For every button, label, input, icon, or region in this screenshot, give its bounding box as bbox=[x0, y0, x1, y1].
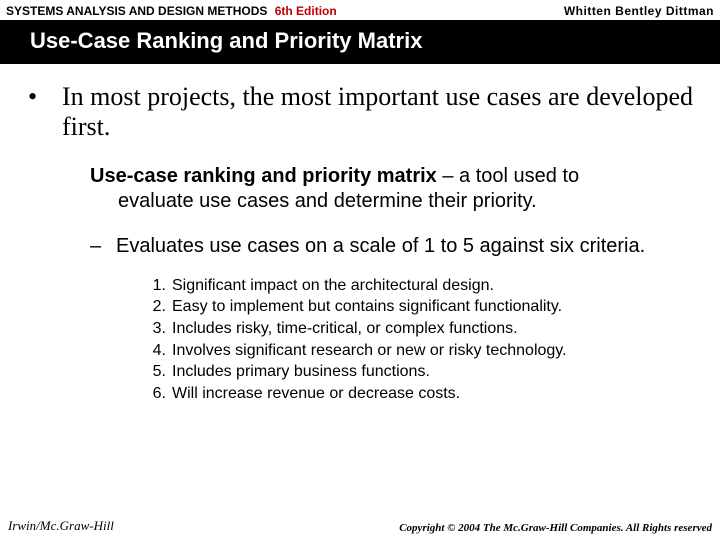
list-item: 3.Includes risky, time-critical, or comp… bbox=[148, 318, 698, 340]
list-number: 1. bbox=[148, 275, 172, 297]
definition-text-line2: evaluate use cases and determine their p… bbox=[118, 189, 698, 214]
list-number: 3. bbox=[148, 318, 172, 340]
slide: SYSTEMS ANALYSIS AND DESIGN METHODS 6th … bbox=[0, 0, 720, 540]
sub-bullet: – Evaluates use cases on a scale of 1 to… bbox=[90, 234, 698, 259]
authors: Whitten Bentley Dittman bbox=[564, 4, 714, 18]
list-text: Includes risky, time-critical, or comple… bbox=[172, 318, 698, 340]
definition-term: Use-case ranking and priority matrix bbox=[90, 165, 437, 187]
sub-bullet-text: Evaluates use cases on a scale of 1 to 5… bbox=[116, 234, 698, 259]
definition-text-line1: a tool used to bbox=[459, 165, 579, 187]
list-text: Involves significant research or new or … bbox=[172, 340, 698, 362]
list-text: Includes primary business functions. bbox=[172, 361, 698, 383]
definition-block: Use-case ranking and priority matrix – a… bbox=[90, 164, 698, 214]
list-item: 2.Easy to implement but contains signifi… bbox=[148, 296, 698, 318]
slide-title: Use-Case Ranking and Priority Matrix bbox=[0, 20, 720, 64]
content-area: • In most projects, the most important u… bbox=[0, 64, 720, 404]
edition: 6th Edition bbox=[275, 4, 337, 18]
bullet-dot-icon: • bbox=[28, 82, 62, 142]
dash-icon: – bbox=[90, 234, 116, 259]
list-number: 6. bbox=[148, 383, 172, 405]
book-title: SYSTEMS ANALYSIS AND DESIGN METHODS bbox=[6, 4, 267, 18]
list-text: Significant impact on the architectural … bbox=[172, 275, 698, 297]
list-item: 1.Significant impact on the architectura… bbox=[148, 275, 698, 297]
book-title-block: SYSTEMS ANALYSIS AND DESIGN METHODS 6th … bbox=[6, 4, 337, 18]
publisher: Irwin/Mc.Graw-Hill bbox=[8, 518, 114, 534]
list-text: Easy to implement but contains significa… bbox=[172, 296, 698, 318]
bullet-level-1: • In most projects, the most important u… bbox=[28, 82, 698, 142]
copyright: Copyright © 2004 The Mc.Graw-Hill Compan… bbox=[399, 522, 712, 534]
list-number: 5. bbox=[148, 361, 172, 383]
footer: Irwin/Mc.Graw-Hill Copyright © 2004 The … bbox=[0, 518, 720, 534]
list-item: 5.Includes primary business functions. bbox=[148, 361, 698, 383]
list-text: Will increase revenue or decrease costs. bbox=[172, 383, 698, 405]
list-item: 6.Will increase revenue or decrease cost… bbox=[148, 383, 698, 405]
definition-dash: – bbox=[437, 165, 459, 187]
list-item: 4.Involves significant research or new o… bbox=[148, 340, 698, 362]
criteria-list: 1.Significant impact on the architectura… bbox=[148, 275, 698, 405]
list-number: 4. bbox=[148, 340, 172, 362]
top-bar: SYSTEMS ANALYSIS AND DESIGN METHODS 6th … bbox=[0, 0, 720, 20]
list-number: 2. bbox=[148, 296, 172, 318]
bullet-text: In most projects, the most important use… bbox=[62, 82, 698, 142]
